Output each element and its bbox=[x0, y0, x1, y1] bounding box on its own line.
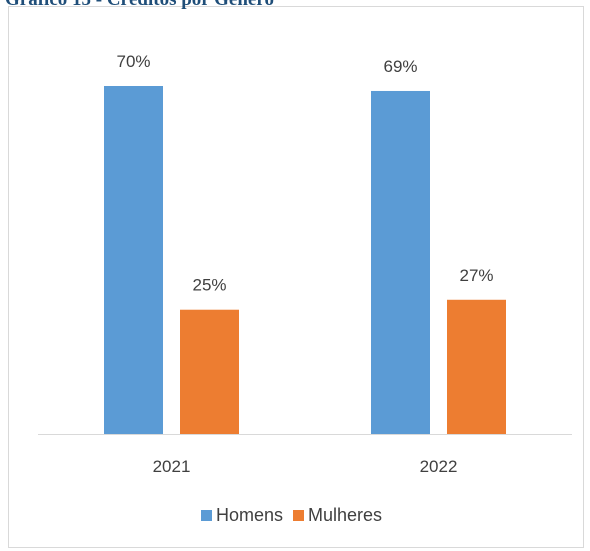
chart-title: Gráfico 15 - Créditos por Gênero bbox=[5, 0, 274, 11]
legend-swatch-mulheres bbox=[293, 510, 304, 521]
data-label-homens-2021: 70% bbox=[116, 52, 150, 71]
bar-mulheres-2021 bbox=[180, 309, 239, 434]
data-label-mulheres-2021: 25% bbox=[192, 276, 226, 295]
data-labels-layer: 70% 25% 69% 27% bbox=[116, 52, 493, 295]
legend: Homens Mulheres bbox=[201, 505, 382, 525]
data-label-mulheres-2022: 27% bbox=[459, 266, 493, 285]
legend-label-homens: Homens bbox=[216, 505, 283, 525]
x-tick-labels: 2021 2022 bbox=[153, 457, 458, 476]
x-tick-label-2021: 2021 bbox=[153, 457, 191, 476]
bar-homens-2022 bbox=[371, 90, 430, 434]
bar-mulheres-2022 bbox=[447, 299, 506, 434]
bars-layer bbox=[104, 86, 506, 434]
legend-label-mulheres: Mulheres bbox=[308, 505, 382, 525]
x-tick-label-2022: 2022 bbox=[420, 457, 458, 476]
legend-swatch-homens bbox=[201, 510, 212, 521]
bar-homens-2021 bbox=[104, 86, 163, 434]
data-label-homens-2022: 69% bbox=[383, 57, 417, 76]
